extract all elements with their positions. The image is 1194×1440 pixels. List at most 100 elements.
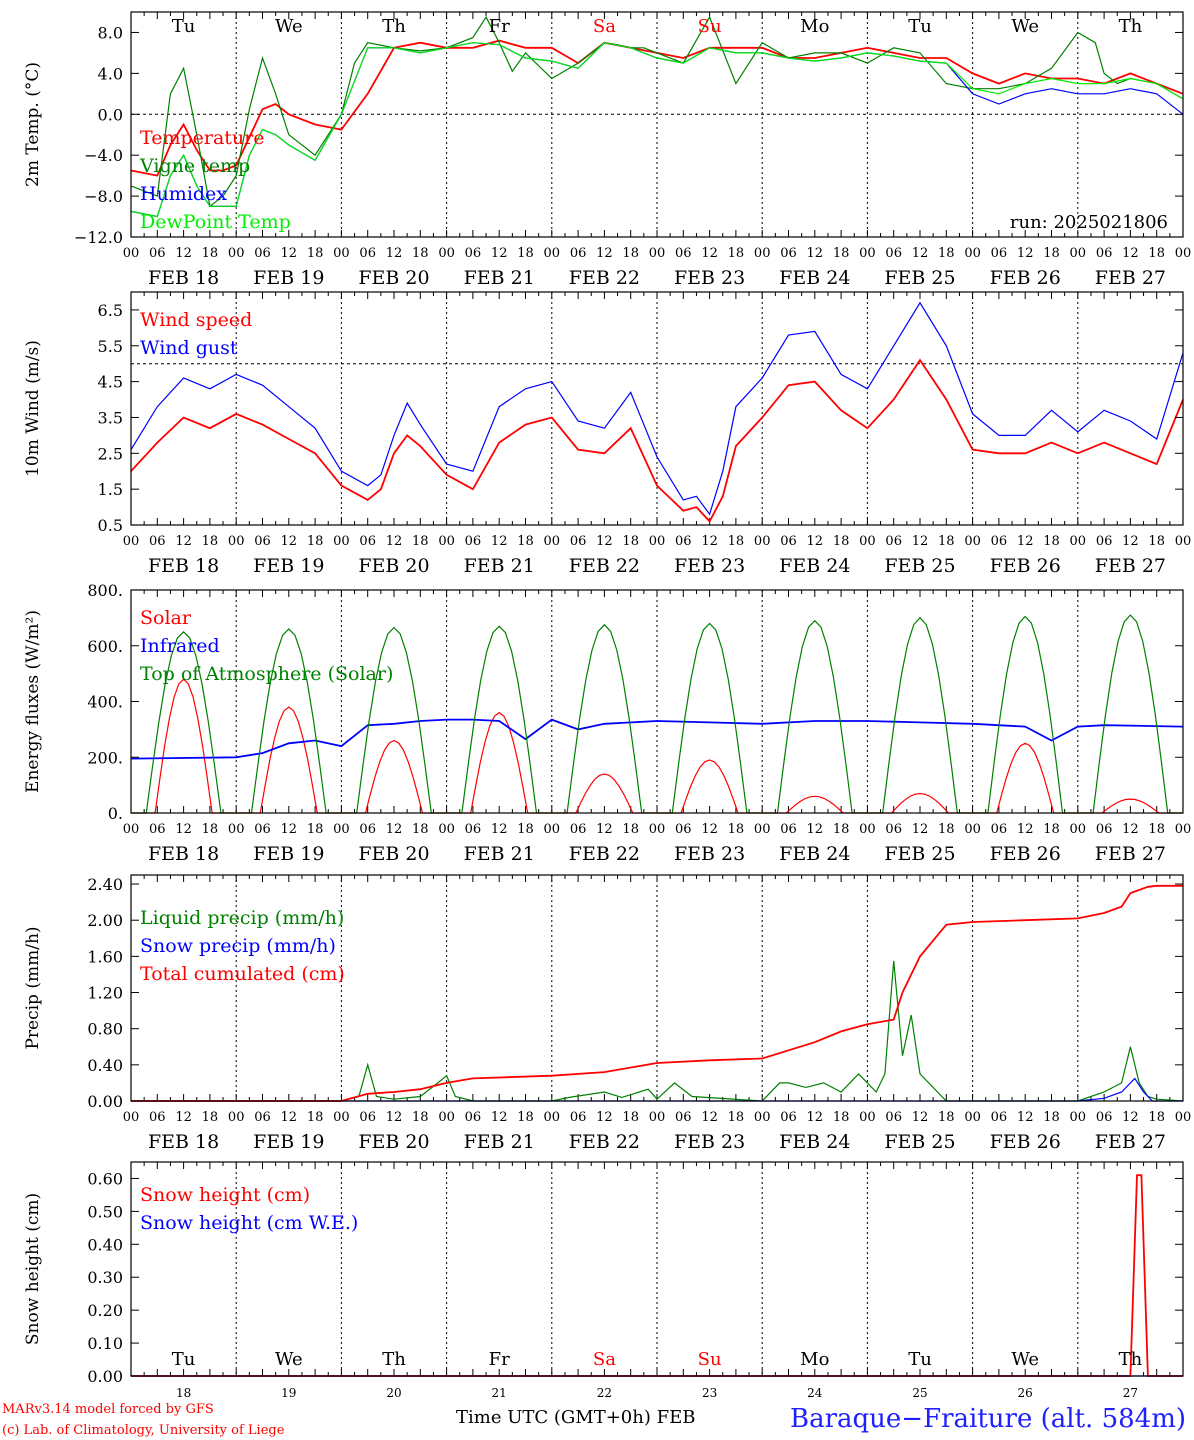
hour-label: 18: [622, 1110, 639, 1125]
legend-entry: Wind gust: [140, 337, 238, 359]
date-label: FEB 19: [253, 1131, 324, 1153]
day-name: Tu: [908, 16, 932, 37]
y-axis-label: Precip (mm/h): [23, 926, 43, 1049]
y-tick-label: −8.0: [84, 187, 123, 206]
hour-label: 18: [517, 822, 534, 837]
y-tick-label: 0.00: [87, 1367, 123, 1386]
date-label: FEB 23: [674, 1131, 745, 1153]
y-tick-label: 600.: [87, 637, 123, 656]
hour-label: 06: [885, 1110, 902, 1125]
y-axis-label: 10m Wind (m/s): [23, 340, 43, 477]
hour-label: 18: [938, 822, 955, 837]
hour-label: 00: [333, 534, 350, 549]
legend-entry: Infrared: [140, 635, 220, 657]
hour-label: 06: [359, 822, 376, 837]
hour-label: 18: [307, 1110, 324, 1125]
hour-label: 18: [728, 1110, 745, 1125]
day-number: 22: [597, 1386, 612, 1400]
hour-label: 18: [1043, 822, 1060, 837]
legend-entry: Wind speed: [140, 309, 252, 331]
hour-label: 00: [964, 822, 981, 837]
hour-label: 12: [1017, 534, 1034, 549]
hour-label: 06: [991, 822, 1008, 837]
hour-label: 12: [175, 1110, 192, 1125]
hour-label: 06: [570, 822, 587, 837]
hour-label: 06: [254, 534, 271, 549]
date-label: FEB 25: [884, 1131, 955, 1153]
hour-label: 00: [438, 246, 455, 261]
y-tick-label: 1.60: [87, 947, 123, 966]
hour-label: 12: [1017, 246, 1034, 261]
hour-label: 06: [465, 1110, 482, 1125]
panel-5: 0.60 0.50 0.40 0.30 0.20 0.10 0.00 Snow height …: [23, 1161, 1184, 1400]
hour-label: 00: [1070, 534, 1087, 549]
date-label: FEB 26: [990, 843, 1061, 865]
hour-label: 12: [701, 534, 718, 549]
day-name: Th: [382, 1349, 406, 1370]
hour-label: 12: [491, 534, 508, 549]
hour-label: 06: [465, 534, 482, 549]
hour-label: 18: [833, 822, 850, 837]
hour-label: 06: [675, 246, 692, 261]
hour-label: 00: [228, 822, 245, 837]
hour-label: 00: [859, 246, 876, 261]
hour-label: 18: [1148, 246, 1165, 261]
date-label: FEB 25: [884, 555, 955, 577]
y-tick-label: 0.40: [87, 1235, 123, 1254]
hour-label: 06: [1096, 534, 1113, 549]
hour-label: 06: [991, 1110, 1008, 1125]
hour-label: 06: [465, 822, 482, 837]
hour-label: 00: [649, 534, 666, 549]
hour-label: 00: [964, 246, 981, 261]
date-label: FEB 21: [464, 555, 535, 577]
date-label: FEB 23: [674, 267, 745, 289]
hour-label: 06: [570, 534, 587, 549]
date-label: FEB 23: [674, 555, 745, 577]
date-label: FEB 22: [569, 843, 640, 865]
date-label: FEB 25: [884, 267, 955, 289]
hour-label: 06: [359, 1110, 376, 1125]
y-tick-label: 2.40: [87, 875, 123, 894]
hour-label: 18: [202, 822, 219, 837]
plot-frame: [130, 11, 1184, 238]
day-name: Tu: [172, 16, 196, 37]
hour-label: 12: [596, 246, 613, 261]
hour-label: 00: [754, 534, 771, 549]
hour-label: 18: [307, 534, 324, 549]
hour-label: 12: [386, 1110, 403, 1125]
hour-label: 00: [333, 246, 350, 261]
hour-label: 12: [281, 246, 298, 261]
hour-label: 12: [1122, 246, 1139, 261]
plot-frame: [130, 874, 1184, 1102]
day-number: 18: [176, 1386, 191, 1400]
hour-label: 18: [938, 246, 955, 261]
footer-model: MARv3.14 model forced by GFS: [2, 1402, 214, 1417]
hour-label: 18: [202, 246, 219, 261]
hour-label: 06: [149, 822, 166, 837]
panel-4: 2.40 2.00 1.60 1.20 0.80 0.40 0.00 Precip (mm/h…: [23, 874, 1191, 1153]
day-number: 23: [702, 1386, 717, 1400]
hour-label: 12: [1017, 1110, 1034, 1125]
hour-label: 18: [307, 822, 324, 837]
day-number: 27: [1123, 1386, 1138, 1400]
day-name: Fr: [489, 16, 510, 37]
day-name: We: [275, 1349, 303, 1370]
date-label: FEB 27: [1095, 555, 1166, 577]
hour-label: 12: [912, 822, 929, 837]
date-label: FEB 21: [464, 1131, 535, 1153]
hour-label: 18: [1148, 822, 1165, 837]
hour-label: 00: [544, 246, 561, 261]
y-tick-label: 0.00: [87, 1092, 123, 1111]
date-label: FEB 21: [464, 843, 535, 865]
hour-label: 06: [780, 534, 797, 549]
hour-label: 00: [1175, 822, 1192, 837]
hour-label: 00: [333, 822, 350, 837]
y-tick-label: 1.5: [98, 480, 123, 499]
day-name: Sa: [593, 1349, 616, 1370]
date-label: FEB 26: [990, 555, 1061, 577]
series-line: [131, 884, 1183, 1102]
y-tick-label: 4.0: [98, 64, 123, 83]
hour-label: 06: [149, 534, 166, 549]
hour-label: 18: [833, 1110, 850, 1125]
hour-label: 18: [728, 822, 745, 837]
